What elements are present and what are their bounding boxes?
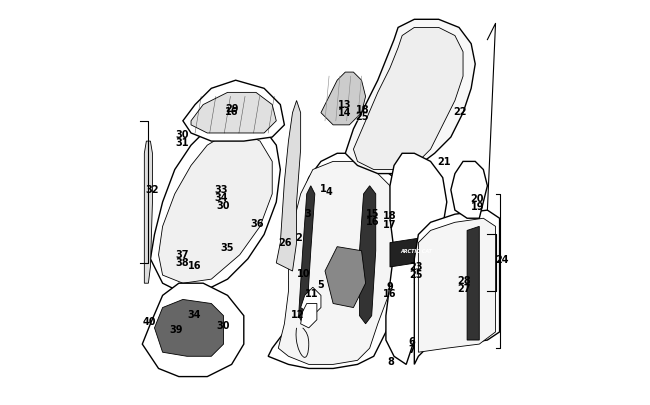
Text: 3: 3 — [305, 209, 311, 219]
Text: 20: 20 — [471, 194, 484, 203]
Text: 34: 34 — [187, 310, 201, 320]
Polygon shape — [345, 20, 475, 174]
Polygon shape — [386, 154, 447, 364]
Text: 2: 2 — [295, 232, 302, 242]
Polygon shape — [301, 288, 321, 316]
Text: ARCTIC CAT: ARCTIC CAT — [400, 249, 432, 254]
Polygon shape — [419, 219, 495, 352]
Text: 9: 9 — [387, 282, 393, 292]
Text: 26: 26 — [278, 237, 292, 247]
Text: 37: 37 — [176, 249, 189, 259]
Text: 5: 5 — [318, 279, 324, 289]
Polygon shape — [354, 28, 463, 170]
Text: 19: 19 — [471, 202, 484, 211]
Polygon shape — [414, 211, 500, 364]
Text: 34: 34 — [214, 193, 228, 202]
Text: 35: 35 — [220, 243, 233, 253]
Polygon shape — [142, 284, 244, 377]
Text: 36: 36 — [250, 219, 264, 228]
Text: 18: 18 — [356, 105, 369, 115]
Text: 40: 40 — [143, 316, 157, 326]
Text: 21: 21 — [437, 157, 450, 167]
Text: 16: 16 — [225, 107, 239, 117]
Polygon shape — [191, 93, 276, 134]
Text: 16: 16 — [187, 260, 201, 270]
Text: 18: 18 — [383, 211, 396, 221]
Text: 1: 1 — [320, 183, 327, 193]
Text: 4: 4 — [326, 186, 332, 196]
Text: 25: 25 — [356, 112, 369, 122]
Polygon shape — [150, 122, 280, 292]
Text: 16: 16 — [384, 289, 396, 298]
Polygon shape — [325, 247, 365, 308]
Polygon shape — [276, 101, 301, 271]
Text: 32: 32 — [145, 185, 159, 194]
Text: 22: 22 — [454, 107, 467, 116]
Text: 33: 33 — [214, 185, 228, 194]
Text: 30: 30 — [176, 130, 189, 139]
Text: 11: 11 — [305, 289, 318, 298]
Text: 7: 7 — [408, 344, 415, 354]
Text: 28: 28 — [458, 275, 471, 285]
Polygon shape — [268, 154, 414, 369]
Text: 38: 38 — [176, 258, 189, 267]
Polygon shape — [278, 162, 398, 364]
Text: 39: 39 — [169, 324, 183, 334]
Text: 31: 31 — [176, 138, 189, 147]
Polygon shape — [144, 142, 153, 284]
Text: 24: 24 — [495, 254, 508, 264]
Polygon shape — [183, 81, 285, 142]
Polygon shape — [159, 134, 272, 284]
Text: 16: 16 — [366, 217, 379, 227]
Polygon shape — [298, 186, 315, 324]
Text: 23: 23 — [409, 262, 423, 271]
Text: 12: 12 — [291, 310, 305, 320]
Polygon shape — [414, 267, 439, 308]
Polygon shape — [467, 227, 479, 340]
Text: 25: 25 — [409, 270, 423, 279]
Text: 14: 14 — [338, 108, 351, 117]
Text: 27: 27 — [458, 284, 471, 293]
Polygon shape — [155, 300, 224, 356]
Text: 30: 30 — [216, 320, 229, 330]
Text: 6: 6 — [408, 336, 415, 346]
Polygon shape — [321, 73, 365, 126]
Polygon shape — [390, 235, 443, 267]
Text: 10: 10 — [297, 269, 310, 278]
Text: 8: 8 — [388, 356, 395, 366]
Text: 15: 15 — [366, 209, 379, 219]
Text: 17: 17 — [384, 219, 396, 229]
Polygon shape — [301, 304, 317, 328]
Polygon shape — [451, 162, 488, 219]
Text: 29: 29 — [226, 104, 239, 113]
Text: 30: 30 — [216, 201, 229, 211]
Polygon shape — [359, 186, 376, 324]
Text: 13: 13 — [338, 100, 351, 109]
